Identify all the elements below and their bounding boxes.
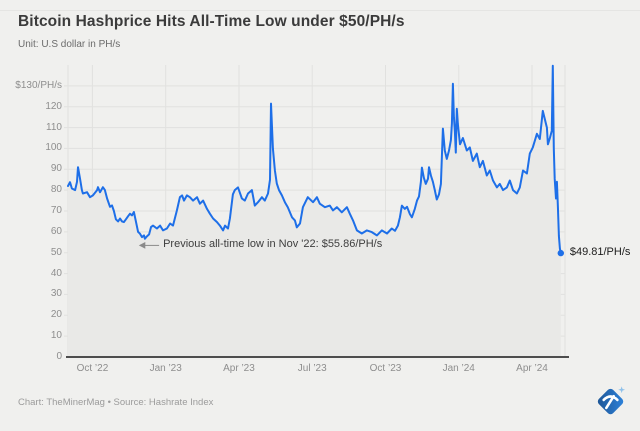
y-axis-tick-label: 90 — [50, 163, 62, 175]
y-axis-tick-label: 70 — [50, 205, 62, 216]
y-axis-tick-label: 50 — [50, 246, 62, 258]
current-value-label: $49.81/PH/s — [569, 246, 631, 259]
pickaxe-head-icon — [602, 395, 619, 402]
chart-credit: Chart: TheMinerMag • Source: Hashrate In… — [18, 397, 214, 408]
x-axis-tick-label: Jul ’23 — [297, 363, 327, 374]
y-axis-tick-label: 20 — [50, 309, 62, 321]
x-axis-tick-label: Jan ’23 — [149, 363, 182, 374]
x-axis-tick-label: Oct ’22 — [76, 363, 109, 374]
y-axis-tick-label: 60 — [50, 225, 62, 237]
pickaxe-handle-icon — [605, 394, 615, 410]
previous-low-annotation: Previous all-time low in Nov '22: $55.86… — [163, 238, 383, 251]
y-axis-tick-label: 30 — [50, 288, 62, 300]
chart-subtitle: Unit: U.S dollar in PH/s — [18, 39, 121, 50]
x-axis-tick-label: Apr ’24 — [516, 363, 548, 374]
y-axis-tick-label: $130/PH/s — [15, 79, 62, 91]
x-axis-tick-label: Oct ’23 — [369, 363, 402, 374]
y-axis-tick-label: 120 — [45, 100, 62, 112]
y-axis-tick-label: 100 — [45, 142, 62, 154]
x-axis-tick-label: Apr ’23 — [223, 363, 255, 374]
y-axis-tick-label: 80 — [50, 184, 62, 196]
theminermag-logo-icon[interactable] — [592, 383, 628, 419]
chart-title: Bitcoin Hashprice Hits All-Time Low unde… — [18, 13, 405, 30]
y-axis-tick-label: 40 — [50, 267, 62, 279]
y-axis-tick-label: 110 — [46, 121, 62, 133]
sparkle-icon — [618, 386, 626, 394]
y-axis-tick-label: 10 — [50, 330, 62, 342]
top-divider — [0, 10, 640, 11]
y-axis-tick-label: 0 — [56, 351, 62, 362]
x-axis-tick-label: Jan ’24 — [442, 363, 475, 374]
